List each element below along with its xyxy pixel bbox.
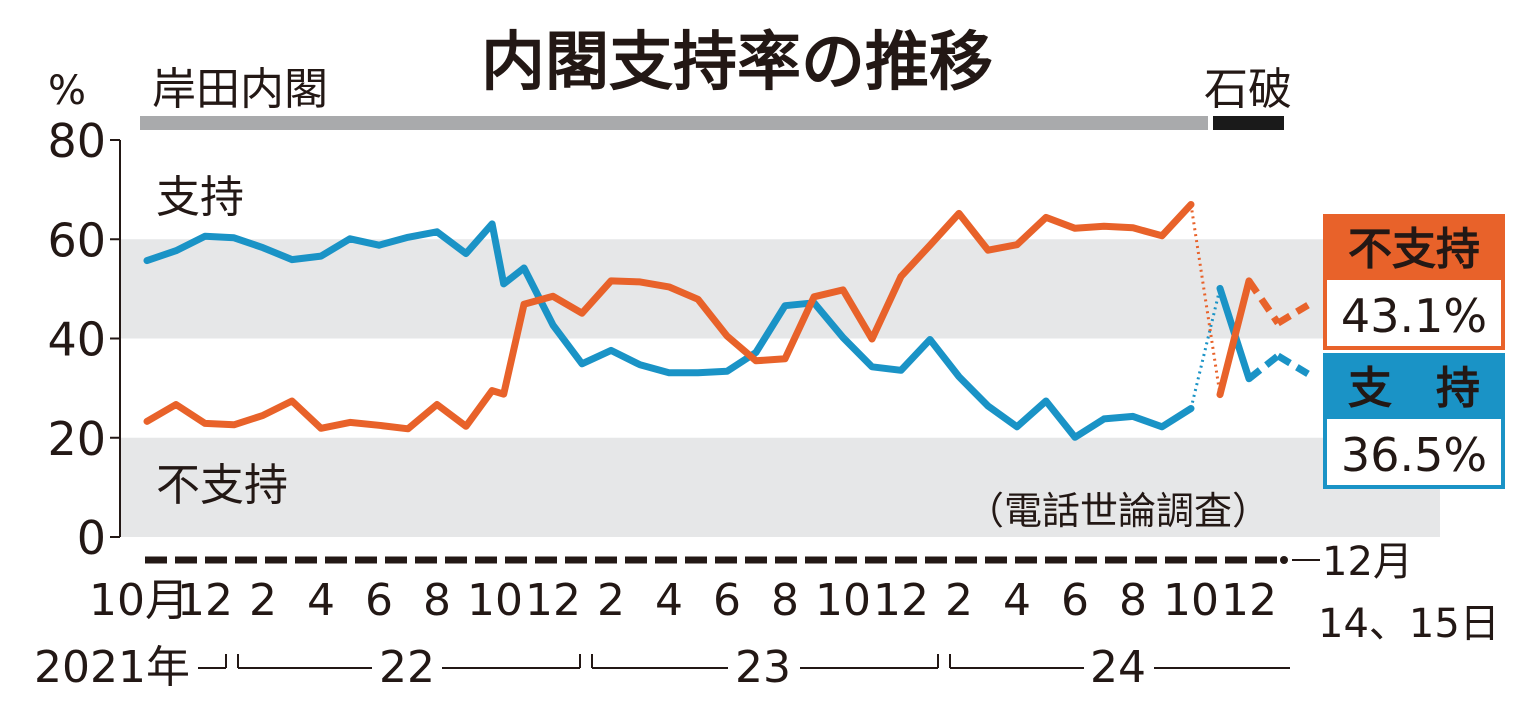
support-transition-dotted — [1189, 288, 1222, 409]
x-tick-label: 8 — [423, 575, 451, 626]
y-tick-label: 0 — [77, 511, 106, 565]
source-note: （電話世論調査） — [966, 489, 1270, 533]
y-tick-label: 60 — [47, 213, 106, 267]
x-tick-label: 10 — [815, 575, 871, 626]
x-tick-label: 4 — [655, 575, 683, 626]
nonsupport-line-kishida — [143, 201, 1195, 433]
series-layer — [143, 201, 1310, 441]
x-final-tick-label-line2: 14、15日 — [1318, 601, 1500, 647]
chart-title: 内閣支持率の推移 — [481, 26, 993, 100]
band-0-20 — [120, 437, 1440, 537]
x-tick-label: 2 — [597, 575, 625, 626]
x-tick-label: 12 — [177, 575, 233, 626]
x-tick-label: 10 — [467, 575, 523, 626]
nonsupport-latest-dashed — [1246, 278, 1281, 326]
nonsupport-area-label: 不支持 — [156, 460, 288, 511]
nonsupport-callout-body — [1323, 276, 1505, 350]
final-value-callouts: 支 持 36.5% 不支持 43.1% — [1323, 214, 1505, 489]
x-tick-label: 12 — [873, 575, 929, 626]
x-axis-end-dot — [1280, 556, 1288, 564]
cabinet-label-ishiba: 石破 — [1204, 64, 1292, 115]
x-tick-label: 12 — [1221, 575, 1277, 626]
support-line-kishida — [143, 220, 1195, 441]
y-axis: 0 20 40 60 80 — [47, 114, 121, 565]
x-tick-label: 12 — [525, 575, 581, 626]
support-callout-body — [1323, 415, 1505, 489]
cabinet-bar-kishida — [140, 116, 1208, 130]
nonsupport-line-ishiba — [1216, 277, 1253, 399]
year-label: 22 — [379, 642, 435, 693]
support-area-label: 支持 — [156, 172, 244, 223]
x-tick-label: 6 — [713, 575, 741, 626]
y-tick-label: 20 — [47, 412, 106, 466]
x-tick-label: 4 — [1003, 575, 1031, 626]
nonsupport-leader — [1276, 302, 1310, 327]
x-tick-label: 10月 — [89, 575, 189, 626]
year-label: 23 — [735, 642, 791, 693]
cabinet-label-kishida: 岸田内閣 — [152, 64, 328, 115]
cabinet-bar-ishiba — [1213, 116, 1284, 130]
x-tick-label: 6 — [365, 575, 393, 626]
x-tick-label: 10 — [1163, 575, 1219, 626]
year-label: 2021年 — [34, 642, 190, 693]
nonsupport-callout-label: 不支持 — [1348, 224, 1480, 275]
x-tick-label: 2 — [945, 575, 973, 626]
x-tick-label: 8 — [1119, 575, 1147, 626]
x-tick-label: 8 — [771, 575, 799, 626]
nonsupport-callout-value: 43.1% — [1341, 289, 1487, 343]
x-tick-label: 4 — [307, 575, 335, 626]
year-label: 24 — [1090, 642, 1146, 693]
y-unit-label: % — [48, 68, 86, 114]
y-tick-label: 80 — [47, 114, 106, 168]
nonsupport-callout-header — [1323, 214, 1505, 278]
x-tick-label: 2 — [249, 575, 277, 626]
x-tick-label: 6 — [1061, 575, 1089, 626]
support-latest-dashed — [1246, 353, 1281, 382]
support-callout-value: 36.5% — [1341, 428, 1487, 482]
support-callout-label: 支 持 — [1348, 363, 1480, 414]
support-callout-header — [1323, 353, 1505, 417]
support-leader — [1276, 352, 1310, 377]
y-tick-label: 40 — [47, 313, 106, 367]
nonsupport-transition-dotted — [1189, 204, 1222, 395]
x-final-tick-label-line1: 12月 — [1322, 539, 1413, 585]
